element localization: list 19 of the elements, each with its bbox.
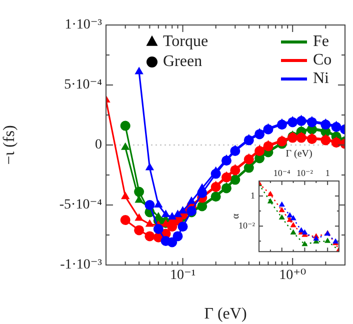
legend-label: Fe: [313, 33, 329, 50]
legend-label: Green: [163, 53, 202, 70]
x-tick-label: 10⁻¹: [170, 268, 196, 284]
x-tick-label: 10⁻²: [296, 168, 314, 178]
y-tick-label: 5·10⁻⁴: [64, 78, 102, 93]
y-axis-title: −ι (fs): [0, 125, 18, 165]
y-tick-label: -1·10⁻³: [60, 258, 102, 273]
x-axis-title: Γ (eV): [204, 306, 247, 323]
x-tick-label: 10⁻⁴: [273, 168, 290, 178]
legend-label: Co: [313, 52, 332, 69]
legend-label: Torque: [163, 33, 208, 50]
x-tick-label: 10⁺⁰: [279, 268, 306, 284]
x-axis-title: Γ (eV): [286, 148, 312, 160]
y-tick-label: 0: [95, 138, 102, 153]
y-tick-label: -5·10⁻⁴: [59, 198, 102, 213]
legend-label: Ni: [313, 70, 330, 88]
y-tick-label: 1·10⁻³: [64, 18, 102, 33]
x-tick-label: 1: [325, 168, 330, 178]
y-axis-title: α: [230, 212, 242, 219]
